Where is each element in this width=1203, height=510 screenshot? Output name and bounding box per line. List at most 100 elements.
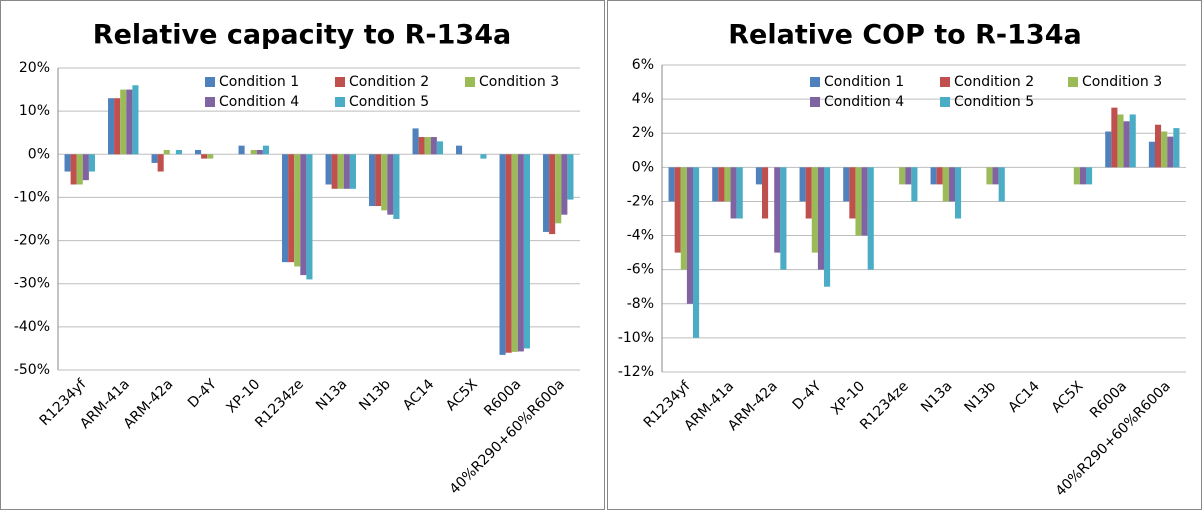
bar — [163, 149, 170, 155]
bar — [680, 167, 687, 270]
legend-swatch — [940, 97, 950, 107]
bar — [523, 154, 530, 349]
panel-border — [607, 0, 1202, 510]
legend-label: Condition 5 — [349, 94, 429, 110]
bar — [306, 154, 313, 280]
bar — [561, 154, 568, 215]
chart-title: Relative capacity to R-134a — [93, 20, 511, 51]
legend-label: Condition 4 — [219, 94, 299, 110]
legend-swatch — [335, 77, 345, 87]
bar — [387, 154, 394, 215]
bar — [724, 167, 731, 202]
bar — [899, 167, 906, 185]
bar — [456, 145, 463, 155]
bar — [282, 154, 289, 263]
bar — [1161, 131, 1168, 168]
legend-label: Condition 1 — [219, 74, 299, 90]
bar — [82, 154, 89, 181]
bar — [718, 167, 725, 202]
y-tick-label: -4% — [627, 228, 654, 244]
bar — [755, 167, 762, 185]
bar — [126, 89, 133, 155]
y-tick-label: -40% — [14, 319, 50, 335]
bar — [1073, 167, 1080, 185]
bar — [175, 149, 182, 155]
bar — [567, 154, 574, 200]
y-tick-label: 6% — [632, 57, 654, 73]
bar — [736, 167, 743, 219]
y-tick-label: 10% — [19, 103, 50, 119]
legend-label: Condition 2 — [349, 74, 429, 90]
bar — [70, 154, 77, 185]
legend-label: Condition 4 — [824, 94, 904, 110]
legend-swatch — [810, 77, 820, 87]
y-tick-label: -2% — [627, 193, 654, 209]
bar — [325, 154, 332, 185]
bar — [668, 167, 675, 202]
bar — [424, 137, 431, 155]
legend-label: Condition 2 — [954, 74, 1034, 90]
bar — [1154, 124, 1162, 168]
y-tick-label: -6% — [627, 262, 654, 278]
bar — [861, 167, 868, 236]
bar — [120, 89, 127, 155]
bar — [936, 167, 943, 185]
bar — [430, 137, 437, 155]
bar — [294, 154, 301, 267]
legend-swatch — [205, 97, 215, 107]
bar — [343, 154, 350, 189]
bar — [549, 154, 556, 235]
bar — [867, 167, 874, 270]
bar — [1173, 128, 1180, 168]
bar — [674, 167, 681, 253]
bar — [1123, 121, 1130, 168]
legend-swatch — [205, 77, 215, 87]
y-tick-label: 2% — [632, 125, 654, 141]
bar — [1148, 141, 1155, 168]
bar — [300, 154, 307, 276]
bar — [817, 167, 825, 270]
bar — [686, 167, 694, 304]
y-tick-label: -20% — [14, 233, 50, 249]
bar — [930, 167, 937, 185]
y-tick-label: -10% — [14, 189, 50, 205]
bar — [998, 167, 1005, 202]
bar — [948, 167, 956, 202]
bar — [369, 154, 376, 207]
bar — [986, 167, 993, 185]
bar — [256, 149, 263, 155]
y-tick-label: 0% — [28, 146, 50, 162]
bar — [855, 167, 862, 236]
y-tick-label: 4% — [632, 91, 654, 107]
y-tick-label: 0% — [632, 159, 654, 175]
y-tick-label: -10% — [618, 330, 654, 346]
bar — [1086, 167, 1093, 185]
bar — [1117, 114, 1124, 168]
bar — [805, 167, 812, 219]
bar — [555, 154, 562, 224]
bar — [942, 167, 949, 202]
y-tick-label: -30% — [14, 276, 50, 292]
bar — [811, 167, 818, 253]
chart-title: Relative COP to R-134a — [728, 20, 1081, 51]
bar — [250, 149, 257, 155]
bar — [1129, 114, 1136, 168]
legend-swatch — [940, 77, 950, 87]
bar — [151, 154, 158, 163]
bar — [132, 85, 139, 155]
legend-swatch — [465, 77, 475, 87]
bar — [774, 167, 781, 253]
bar — [412, 128, 419, 155]
bar — [761, 167, 769, 219]
bar — [911, 167, 918, 202]
bar — [843, 167, 850, 202]
bar — [849, 167, 856, 219]
bar — [1105, 131, 1112, 168]
y-tick-label: -12% — [618, 364, 654, 380]
bar — [693, 167, 700, 338]
bar — [195, 149, 202, 155]
bar — [436, 141, 443, 155]
bar — [955, 167, 962, 219]
bar — [824, 167, 831, 287]
